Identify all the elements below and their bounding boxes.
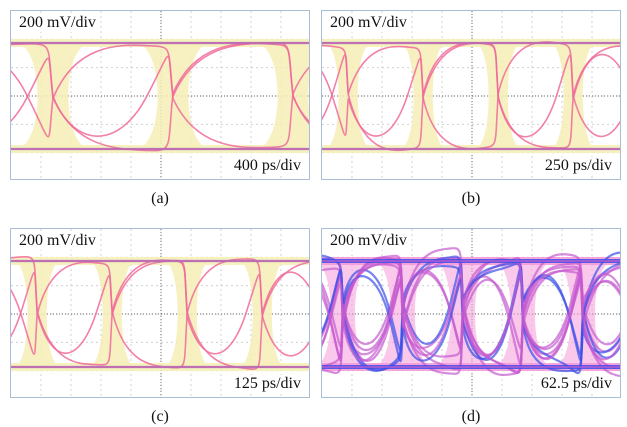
panel-caption: (b) [461, 190, 481, 207]
eye-panel-b: 200 mV/div 250 ps/div (b) [321, 10, 621, 207]
scope-screen-a: 200 mV/div 400 ps/div [10, 10, 310, 180]
horizontal-scale-label: 400 ps/div [231, 157, 303, 175]
scope-screen-b: 200 mV/div 250 ps/div [321, 10, 621, 180]
panel-caption: (d) [461, 408, 481, 425]
vertical-scale-label: 200 mV/div [328, 232, 409, 250]
signal-trace [322, 258, 620, 369]
eye-plot-a [11, 11, 309, 179]
horizontal-scale-label: 125 ps/div [231, 375, 303, 393]
eye-panel-c: 200 mV/div 125 ps/div (c) [10, 228, 310, 425]
vertical-scale-label: 200 mV/div [17, 14, 98, 32]
signal-trace [11, 44, 309, 149]
transition-envelope [254, 43, 309, 149]
scope-screen-c: 200 mV/div 125 ps/div [10, 228, 310, 398]
signal-trace [322, 263, 620, 374]
panel-caption: (c) [151, 408, 169, 425]
signal-trace [322, 251, 620, 375]
signal-trace [322, 253, 620, 374]
signal-trace [322, 41, 620, 152]
signal-trace [11, 255, 309, 366]
vertical-scale-label: 200 mV/div [328, 14, 409, 32]
horizontal-scale-label: 62.5 ps/div [538, 375, 614, 393]
scope-screen-d: 200 mV/div 62.5 ps/div [321, 228, 621, 398]
panel-caption: (a) [151, 190, 169, 207]
signal-trace [322, 261, 620, 373]
eye-panel-d: 200 mV/div 62.5 ps/div (d) [321, 228, 621, 425]
eye-plot-c [11, 229, 309, 397]
eye-plot-b [322, 11, 620, 179]
eye-panel-a: 200 mV/div 400 ps/div (a) [10, 10, 310, 207]
eye-plot-d [322, 229, 620, 397]
vertical-scale-label: 200 mV/div [17, 232, 98, 250]
horizontal-scale-label: 250 ps/div [542, 157, 614, 175]
signal-trace [11, 42, 309, 152]
